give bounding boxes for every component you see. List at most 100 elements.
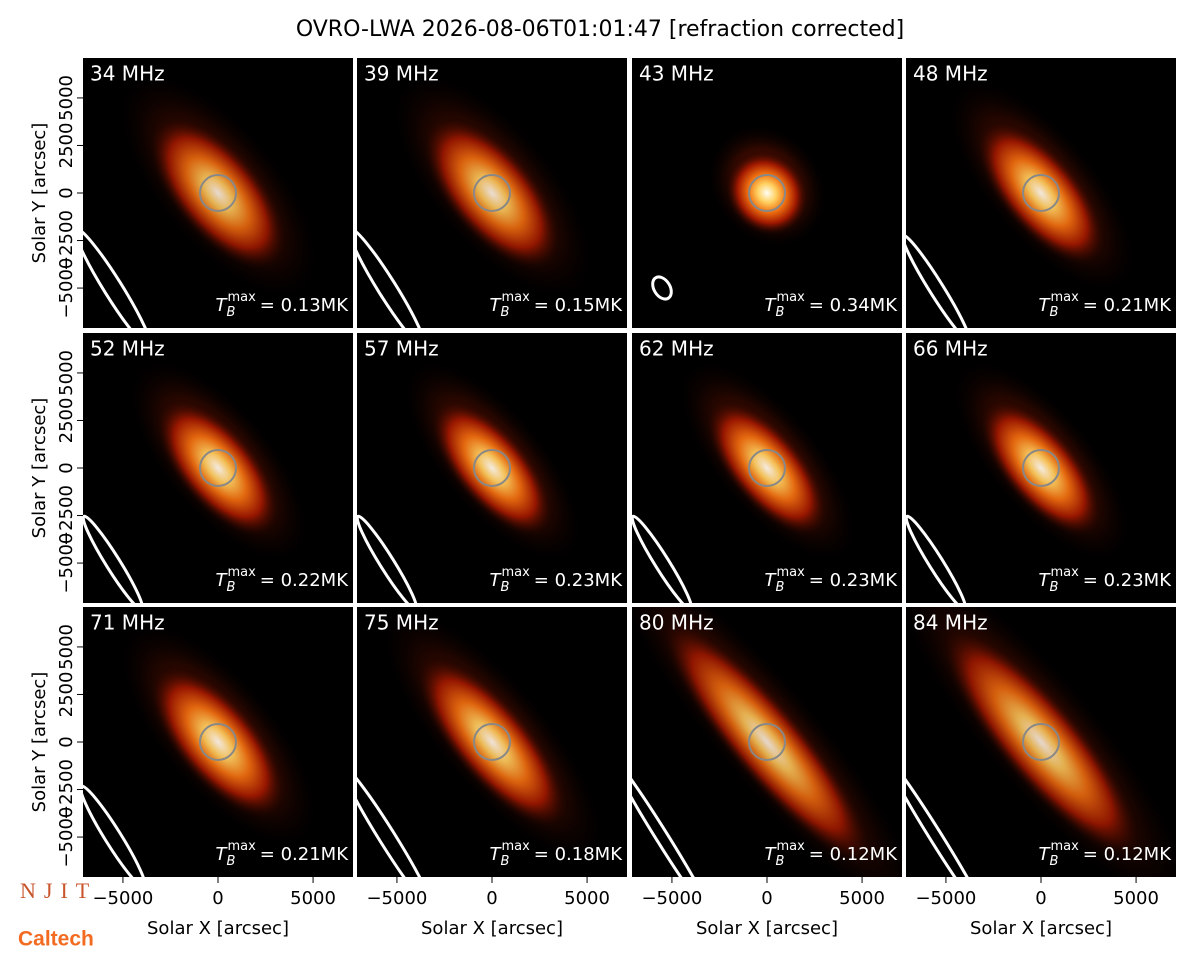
solar-disk	[473, 174, 511, 212]
beam	[83, 784, 148, 877]
panel: 62 MHz TBmax = 0.23MK	[632, 333, 902, 603]
tmax-symbol-sub: B	[776, 580, 785, 595]
y-tick-label: 2500	[56, 398, 77, 444]
y-tick-label: 2500	[56, 123, 77, 169]
frequency-label: 48 MHz	[913, 62, 988, 86]
solar-disk	[199, 174, 237, 212]
solar-disk	[748, 449, 786, 487]
frequency-label: 84 MHz	[913, 611, 988, 635]
panel-image	[632, 333, 902, 603]
beam	[632, 754, 715, 877]
panel: 43 MHz TBmax = 0.34MK	[632, 58, 902, 328]
tmax-label: TBmax = 0.18MK	[490, 839, 624, 869]
tmax-value: = 0.12MK	[1083, 844, 1172, 865]
tmax-symbol-sub: B	[776, 854, 785, 869]
tmax-symbol-sub: B	[1050, 854, 1059, 869]
tmax-value: = 0.21MK	[1083, 295, 1172, 316]
beam	[906, 233, 971, 328]
source-blob	[155, 397, 281, 539]
beam	[357, 514, 419, 603]
source-blob	[430, 398, 554, 538]
tmax-symbol-sub: B	[227, 854, 236, 869]
frequency-label: 71 MHz	[90, 611, 165, 635]
tmax-label: TBmax = 0.34MK	[765, 290, 899, 320]
frequency-label: 39 MHz	[364, 62, 439, 86]
panel-image	[632, 607, 902, 877]
tmax-symbol: T	[216, 295, 229, 316]
source-blob	[148, 664, 288, 820]
x-tick-label: 0	[1035, 888, 1046, 909]
solar-disk	[473, 449, 511, 487]
x-tick-label: 5000	[839, 888, 885, 909]
tmax-symbol-sup: max	[1050, 839, 1079, 854]
beam	[83, 226, 153, 328]
panel: 66 MHz TBmax = 0.23MK	[906, 333, 1176, 603]
tmax-label: TBmax = 0.12MK	[1039, 839, 1173, 869]
source-blob	[979, 398, 1103, 538]
tmax-value: = 0.23MK	[1083, 570, 1172, 591]
solar-disk	[199, 723, 237, 761]
x-axis-label: Solar X [arcsec]	[147, 918, 289, 939]
source-blob	[724, 149, 810, 237]
tmax-symbol-sub: B	[501, 580, 510, 595]
tmax-symbol: T	[1039, 844, 1052, 865]
y-tick-label: −2500	[56, 485, 77, 546]
tmax-symbol: T	[765, 844, 778, 865]
panel-image	[906, 58, 1176, 328]
x-tick-label: −5000	[915, 888, 976, 909]
panel: 48 MHz TBmax = 0.21MK	[906, 58, 1176, 328]
y-tick-label: 2500	[56, 672, 77, 718]
tmax-symbol-sup: max	[501, 290, 530, 305]
tmax-value: = 0.12MK	[809, 844, 898, 865]
tmax-label: TBmax = 0.21MK	[216, 839, 350, 869]
beam	[357, 763, 435, 877]
x-tick-label: 5000	[564, 888, 610, 909]
panel-image	[357, 58, 627, 328]
solar-disk	[1022, 449, 1060, 487]
y-tick-label: 0	[56, 462, 77, 473]
panel-image	[906, 333, 1176, 603]
y-tick-label: −5000	[56, 807, 77, 868]
tmax-symbol: T	[765, 570, 778, 591]
tmax-symbol-sup: max	[227, 565, 256, 580]
tmax-value: = 0.23MK	[534, 570, 623, 591]
tmax-symbol: T	[490, 844, 503, 865]
tmax-symbol-sub: B	[501, 854, 510, 869]
tmax-label: TBmax = 0.22MK	[216, 565, 350, 595]
logo: Caltech	[18, 928, 94, 951]
tmax-symbol-sup: max	[227, 839, 256, 854]
y-tick-label: 0	[56, 736, 77, 747]
x-tick-label: 0	[761, 888, 772, 909]
panel-image	[632, 58, 902, 328]
tmax-label: TBmax = 0.23MK	[490, 565, 624, 595]
tmax-symbol-sub: B	[227, 580, 236, 595]
y-tick-label: −5000	[56, 258, 77, 319]
beam	[632, 514, 694, 603]
tmax-symbol-sup: max	[1050, 565, 1079, 580]
panel: 57 MHz TBmax = 0.23MK	[357, 333, 627, 603]
y-tick-label: −2500	[56, 759, 77, 820]
tmax-symbol-sup: max	[1050, 290, 1079, 305]
tmax-value: = 0.23MK	[809, 570, 898, 591]
x-tick-label: 0	[486, 888, 497, 909]
tmax-symbol-sub: B	[227, 305, 236, 320]
frequency-label: 75 MHz	[364, 611, 439, 635]
y-tick-label: −5000	[56, 533, 77, 594]
tmax-label: TBmax = 0.13MK	[216, 290, 350, 320]
x-tick-label: 5000	[290, 888, 336, 909]
panel-image	[906, 607, 1176, 877]
y-tick-label: 0	[56, 187, 77, 198]
frequency-label: 57 MHz	[364, 337, 439, 361]
tmax-symbol-sup: max	[776, 839, 805, 854]
beam	[357, 226, 427, 328]
x-axis-label: Solar X [arcsec]	[421, 918, 563, 939]
y-tick-label: 5000	[56, 75, 77, 121]
tmax-symbol: T	[1039, 570, 1052, 591]
panel-image	[357, 333, 627, 603]
tmax-symbol-sub: B	[1050, 305, 1059, 320]
tmax-symbol: T	[490, 570, 503, 591]
